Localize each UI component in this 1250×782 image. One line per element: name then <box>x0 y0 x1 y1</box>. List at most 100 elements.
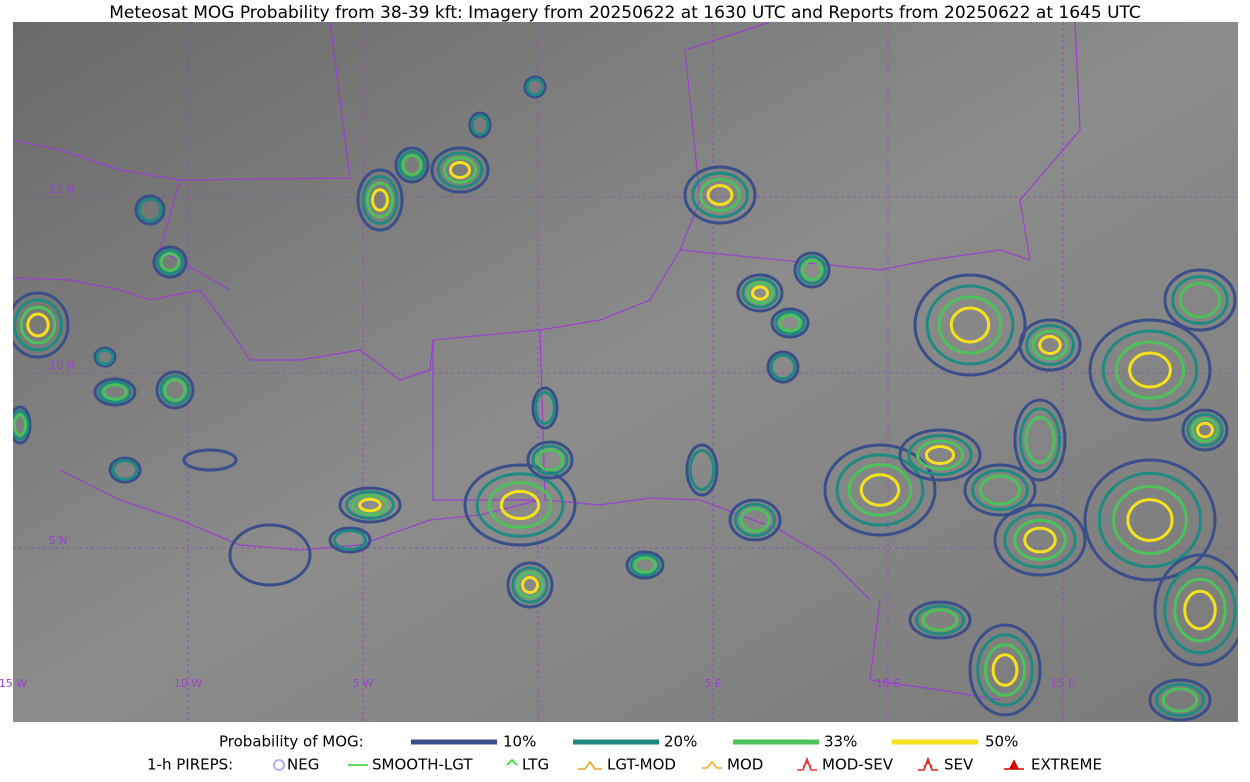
contour-line <box>835 453 925 527</box>
contour-line <box>925 284 1015 366</box>
contour-line <box>683 165 757 225</box>
contour-line <box>338 486 402 524</box>
legend-item: 33% <box>824 733 857 751</box>
contour-line <box>774 310 806 336</box>
contour-line <box>163 378 187 402</box>
contour-line <box>463 463 577 547</box>
contour-line <box>1186 412 1224 448</box>
contour-line <box>531 386 559 430</box>
contour-line <box>516 571 544 599</box>
contour-line <box>629 553 661 577</box>
contour-line <box>13 413 28 437</box>
contour-line <box>1171 275 1229 325</box>
contour-line <box>1183 589 1217 631</box>
contours <box>13 75 1238 722</box>
contour-line <box>155 370 195 410</box>
contour-line <box>1191 417 1219 443</box>
contour-line <box>1025 324 1075 366</box>
contour-line <box>351 493 389 517</box>
contour-line <box>847 463 913 517</box>
contour-line <box>778 313 802 333</box>
legend-item: 20% <box>664 733 697 751</box>
contour-line <box>739 507 771 533</box>
contour-line <box>159 374 191 406</box>
contour-line <box>13 405 32 445</box>
contour-line <box>1013 518 1067 562</box>
pirep-symbol <box>578 760 602 770</box>
contour-line <box>1083 458 1217 582</box>
contour-line <box>976 633 1034 707</box>
legend-item: 50% <box>985 733 1018 751</box>
pirep-symbol <box>506 758 518 766</box>
pirep-symbol <box>1004 759 1024 770</box>
contour-line <box>345 490 395 520</box>
pirep-symbol <box>797 756 817 771</box>
contour-line <box>398 150 426 180</box>
contour-line <box>915 604 965 636</box>
contour-line <box>691 171 749 219</box>
contour-line <box>401 153 423 177</box>
contour-line <box>968 623 1042 717</box>
contour-line <box>137 197 163 223</box>
contour-line <box>823 443 937 537</box>
contour-line <box>534 390 556 426</box>
contour-line <box>978 474 1022 506</box>
contour-line <box>766 350 800 384</box>
contour-line <box>111 459 139 481</box>
contour-line <box>134 194 166 226</box>
contour-line <box>159 252 181 272</box>
legend-item: 10% <box>503 733 536 751</box>
contour-line <box>521 576 539 594</box>
legend-item: EXTREME <box>1031 756 1102 774</box>
contour-line <box>468 111 492 139</box>
contour-line <box>991 653 1019 687</box>
contour-line <box>793 251 831 289</box>
legend-item: MOD <box>727 756 763 774</box>
contour-line <box>736 273 784 313</box>
contour-line <box>356 168 404 232</box>
contour-line <box>93 346 117 368</box>
contour-line <box>470 114 490 136</box>
contour-line <box>993 503 1087 577</box>
contour-line <box>685 443 719 497</box>
contour-line <box>1181 408 1229 452</box>
contour-line <box>442 156 478 184</box>
contour-line <box>358 497 382 513</box>
lat-label: 10 N <box>49 359 75 372</box>
contour-line <box>625 550 665 580</box>
contour-line <box>797 255 827 285</box>
contour-line <box>1173 577 1227 643</box>
contour-line <box>1018 318 1082 372</box>
legend-item: LTG <box>522 756 549 774</box>
legend-item: MOD-SEV <box>822 756 894 774</box>
legend-label: 1-h PIREPS: <box>147 756 233 774</box>
legend-item: SEV <box>944 756 974 774</box>
contour-line <box>152 245 188 279</box>
legend-item: SMOOTH-LGT <box>372 756 473 774</box>
contour-line <box>332 529 368 551</box>
contour-line <box>1023 526 1057 554</box>
contour-line <box>536 448 564 472</box>
contour-line <box>898 428 982 482</box>
contour-line <box>913 273 1027 377</box>
contour-line <box>182 448 238 472</box>
contour-line <box>916 439 964 471</box>
contour-line <box>1097 471 1203 569</box>
contour-line <box>1126 498 1174 542</box>
pirep-symbol <box>273 759 285 771</box>
contour-line <box>1101 329 1199 411</box>
contour-line <box>1196 421 1214 439</box>
contour-line <box>937 295 1003 355</box>
contour-line <box>907 434 973 476</box>
contour-line <box>1024 416 1056 464</box>
contour-line <box>751 285 769 301</box>
contour-line <box>949 306 991 344</box>
contour-line <box>506 561 554 609</box>
lon-label: 5 W <box>352 677 373 690</box>
contour-line <box>921 608 959 632</box>
contour-line <box>366 181 394 219</box>
contour-line <box>430 146 490 194</box>
contour-line <box>523 75 547 99</box>
contour-line <box>924 445 956 465</box>
